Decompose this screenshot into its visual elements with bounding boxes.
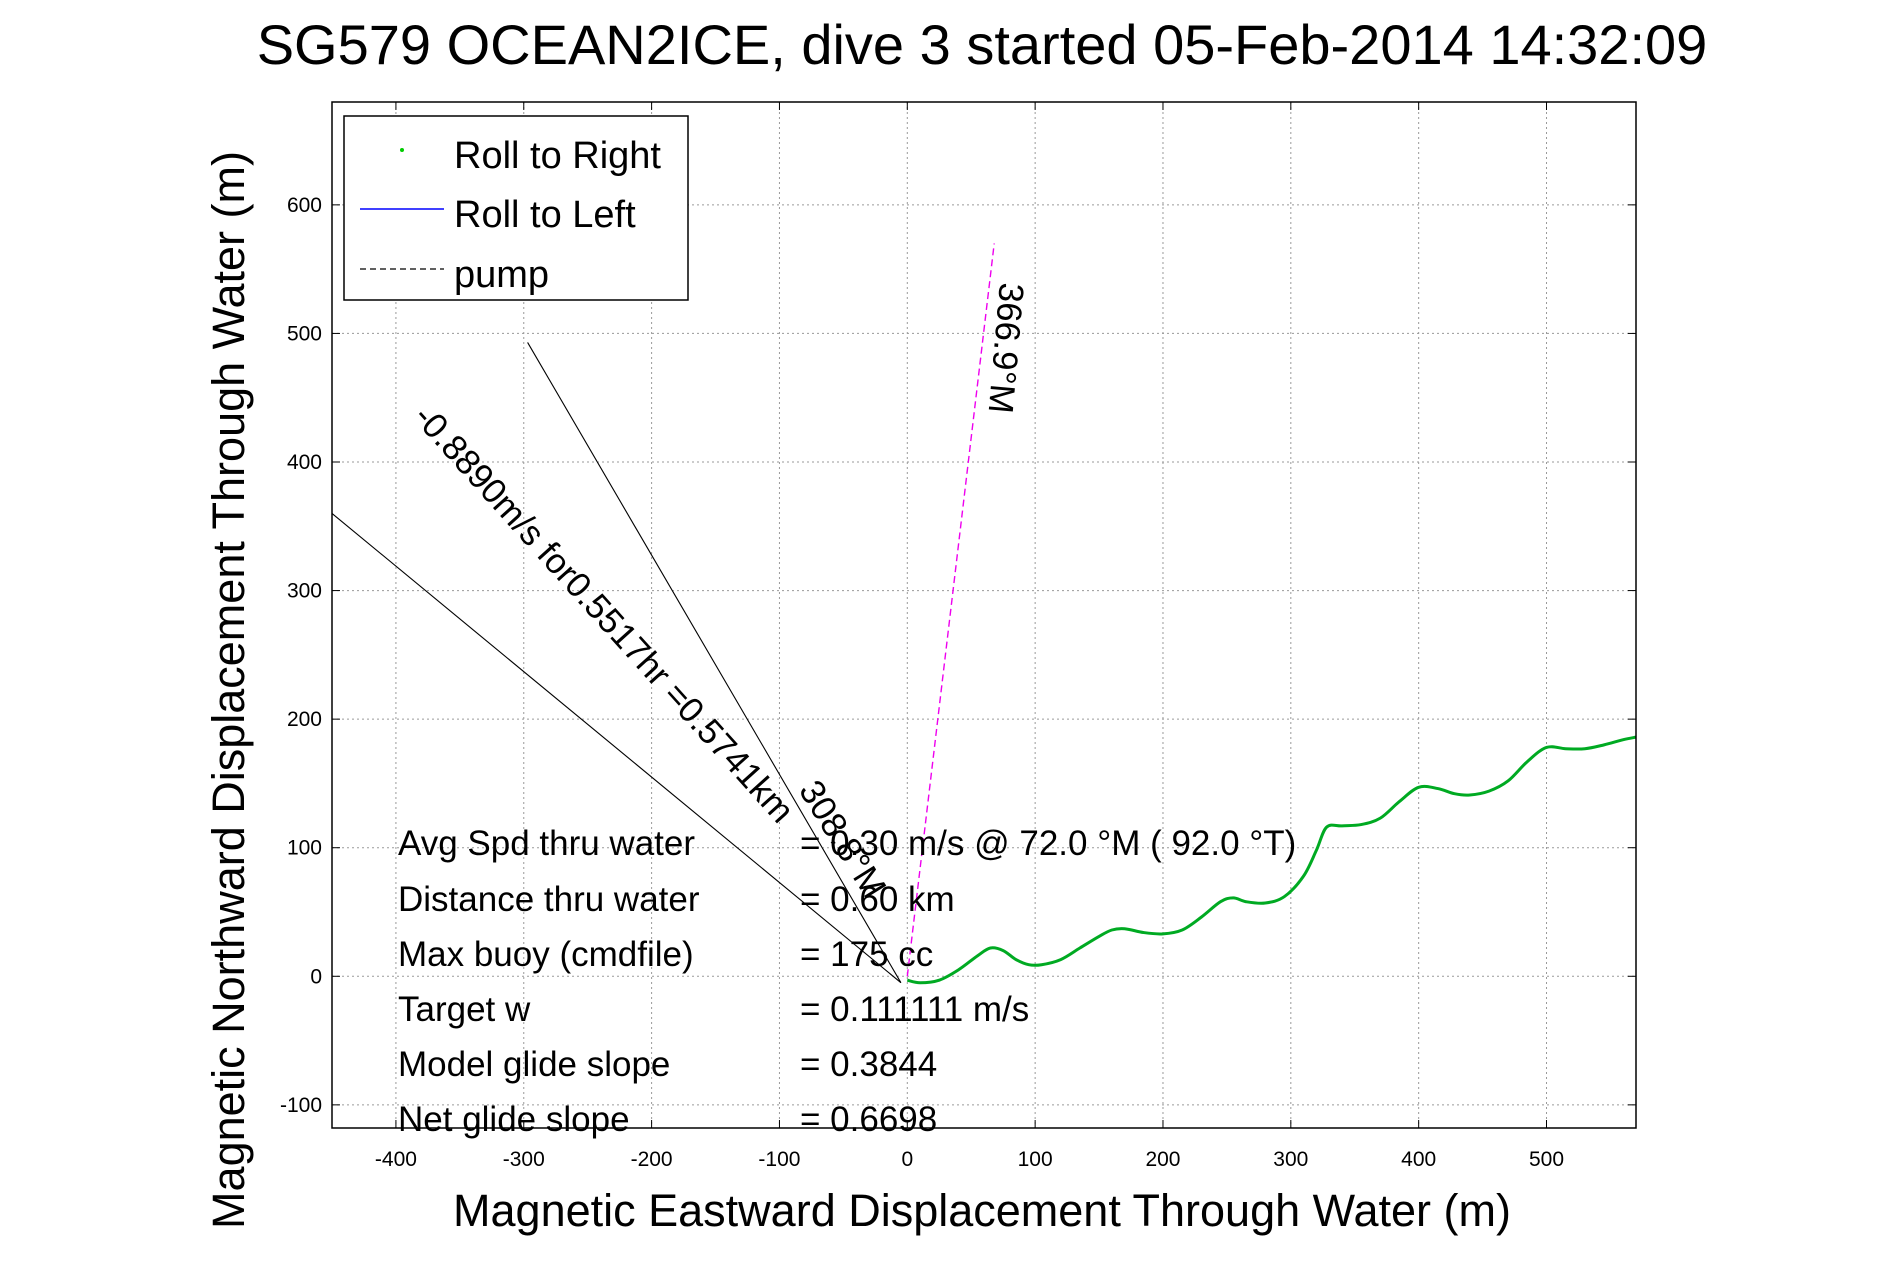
y-tick-label: 0 [310, 965, 322, 988]
y-tick-label: 400 [287, 451, 322, 474]
x-tick-label: 300 [1273, 1148, 1308, 1171]
y-tick-label: 100 [287, 837, 322, 860]
ann-avg-speed-value: = 0.30 m/s @ 72.0 °M ( 92.0 °T) [800, 824, 1296, 863]
annotation-block: Avg Spd thru water = 0.30 m/s @ 72.0 °M … [398, 824, 1296, 1139]
x-tick-label: -100 [758, 1148, 800, 1171]
y-tick-label: 500 [287, 322, 322, 345]
x-tick-label: 0 [901, 1148, 913, 1171]
heading-line [906, 243, 995, 977]
y-tick-labels: -100 0 100 200 300 400 500 600 [280, 194, 322, 1117]
x-tick-label: -300 [503, 1148, 545, 1171]
legend-label-roll-left: Roll to Left [454, 194, 636, 236]
x-tick-labels: -400 -300 -200 -100 0 100 200 300 400 500 [375, 1148, 1564, 1171]
heading-label: 366.9°M [981, 281, 1031, 415]
ann-model-glide-label: Model glide slope [398, 1045, 670, 1084]
bearing-lines [331, 342, 902, 984]
plot-frame [331, 101, 1637, 1129]
track-path [906, 735, 1637, 985]
bearing-line-0 [527, 342, 902, 983]
legend: Roll to Right Roll to Left pump [343, 115, 689, 301]
x-tick-label: -400 [375, 1148, 417, 1171]
track-line [906, 735, 1637, 985]
ann-target-w-label: Target w [398, 990, 531, 1029]
ann-distance-label: Distance thru water [398, 880, 700, 919]
legend-swatch-roll-right [400, 148, 404, 152]
y-tick-label: 600 [287, 194, 322, 217]
ann-target-w-value: = 0.111111 m/s [800, 990, 1029, 1029]
ann-avg-speed-label: Avg Spd thru water [398, 824, 695, 863]
y-tick-label: -100 [280, 1094, 322, 1117]
chart-title: SG579 OCEAN2ICE, dive 3 started 05-Feb-2… [257, 13, 1708, 76]
legend-label-pump: pump [454, 254, 549, 296]
ann-model-glide-value: = 0.3844 [800, 1045, 937, 1084]
y-axis-label: Magnetic Northward Displacement Through … [203, 151, 254, 1229]
heading-line-path [906, 243, 995, 977]
y-tick-label: 300 [287, 580, 322, 603]
legend-label-roll-right: Roll to Right [454, 135, 661, 177]
x-axis-label: Magnetic Eastward Displacement Through W… [453, 1185, 1511, 1236]
x-tick-label: 200 [1145, 1148, 1180, 1171]
x-tick-label: 400 [1401, 1148, 1436, 1171]
ann-distance-value: = 0.60 km [800, 880, 955, 919]
y-tick-label: 200 [287, 708, 322, 731]
x-tick-label: 500 [1529, 1148, 1564, 1171]
x-tick-label: -200 [631, 1148, 673, 1171]
ann-max-buoy-value: = 175 cc [800, 935, 933, 974]
bearing-line-1 [331, 513, 902, 984]
x-tick-label: 100 [1018, 1148, 1053, 1171]
ann-net-glide-value: = 0.6698 [800, 1100, 937, 1139]
ann-net-glide-label: Net glide slope [398, 1100, 630, 1139]
ann-max-buoy-label: Max buoy (cmdfile) [398, 935, 694, 974]
